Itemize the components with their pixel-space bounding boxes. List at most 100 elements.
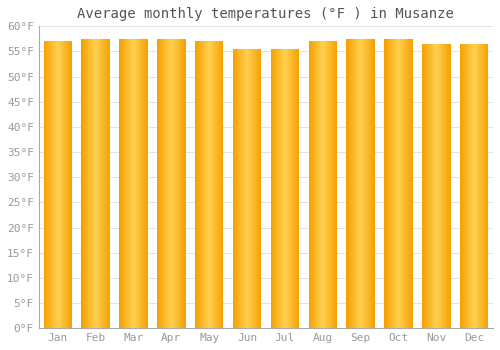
Bar xyxy=(143,39,144,328)
Bar xyxy=(411,39,412,328)
Bar xyxy=(354,39,355,328)
Bar xyxy=(278,49,279,328)
Bar xyxy=(48,41,50,328)
Bar xyxy=(317,41,318,328)
Bar xyxy=(407,39,408,328)
Bar xyxy=(312,41,313,328)
Bar xyxy=(283,49,284,328)
Bar xyxy=(119,39,120,328)
Bar xyxy=(255,49,256,328)
Bar xyxy=(291,49,292,328)
Bar xyxy=(93,39,94,328)
Bar xyxy=(486,44,487,328)
Bar xyxy=(352,39,353,328)
Bar xyxy=(106,39,107,328)
Bar xyxy=(331,41,332,328)
Bar xyxy=(87,39,88,328)
Bar xyxy=(433,44,434,328)
Bar xyxy=(400,39,401,328)
Bar xyxy=(285,49,286,328)
Bar xyxy=(282,49,283,328)
Bar xyxy=(368,39,369,328)
Bar xyxy=(320,41,321,328)
Bar xyxy=(408,39,409,328)
Bar xyxy=(104,39,105,328)
Bar xyxy=(335,41,336,328)
Bar xyxy=(485,44,486,328)
Bar xyxy=(240,49,241,328)
Bar xyxy=(436,44,438,328)
Bar xyxy=(236,49,237,328)
Bar xyxy=(195,41,196,328)
Bar xyxy=(389,39,390,328)
Bar xyxy=(241,49,242,328)
Bar xyxy=(372,39,373,328)
Bar xyxy=(276,49,277,328)
Bar xyxy=(297,49,298,328)
Bar xyxy=(196,41,197,328)
Bar xyxy=(175,39,176,328)
Bar xyxy=(197,41,198,328)
Bar xyxy=(481,44,482,328)
Bar xyxy=(170,39,171,328)
Bar xyxy=(470,44,471,328)
Bar xyxy=(331,41,332,328)
Bar xyxy=(437,44,438,328)
Bar xyxy=(217,41,218,328)
Bar xyxy=(166,39,167,328)
Bar xyxy=(213,41,214,328)
Bar xyxy=(85,39,86,328)
Bar xyxy=(162,39,163,328)
Bar xyxy=(469,44,470,328)
Bar xyxy=(204,41,205,328)
Bar xyxy=(467,44,468,328)
Bar xyxy=(99,39,100,328)
Bar xyxy=(280,49,281,328)
Bar xyxy=(392,39,393,328)
Bar xyxy=(222,41,223,328)
Bar xyxy=(223,41,224,328)
Bar xyxy=(127,39,128,328)
Bar xyxy=(425,44,426,328)
Bar xyxy=(481,44,482,328)
Bar xyxy=(123,39,124,328)
Bar xyxy=(178,39,179,328)
Bar xyxy=(298,49,299,328)
Bar xyxy=(385,39,386,328)
Bar xyxy=(199,41,200,328)
Bar xyxy=(210,41,211,328)
Bar xyxy=(44,41,45,328)
Bar xyxy=(122,39,123,328)
Bar xyxy=(330,41,331,328)
Bar xyxy=(351,39,352,328)
Bar xyxy=(390,39,391,328)
Bar xyxy=(478,44,479,328)
Bar xyxy=(142,39,143,328)
Bar xyxy=(214,41,215,328)
Bar xyxy=(141,39,142,328)
Bar xyxy=(103,39,104,328)
Bar xyxy=(290,49,291,328)
Bar xyxy=(364,39,365,328)
Bar xyxy=(479,44,480,328)
Bar xyxy=(329,41,330,328)
Bar xyxy=(373,39,374,328)
Bar xyxy=(446,44,447,328)
Bar xyxy=(328,41,329,328)
Bar xyxy=(484,44,485,328)
Bar xyxy=(65,41,66,328)
Bar xyxy=(334,41,335,328)
Bar xyxy=(361,39,362,328)
Bar xyxy=(138,39,139,328)
Bar xyxy=(211,41,212,328)
Bar xyxy=(314,41,315,328)
Bar xyxy=(63,41,64,328)
Bar xyxy=(287,49,288,328)
Bar xyxy=(198,41,200,328)
Bar xyxy=(471,44,472,328)
Bar xyxy=(475,44,476,328)
Bar xyxy=(62,41,63,328)
Bar xyxy=(434,44,435,328)
Bar xyxy=(487,44,488,328)
Bar xyxy=(66,41,67,328)
